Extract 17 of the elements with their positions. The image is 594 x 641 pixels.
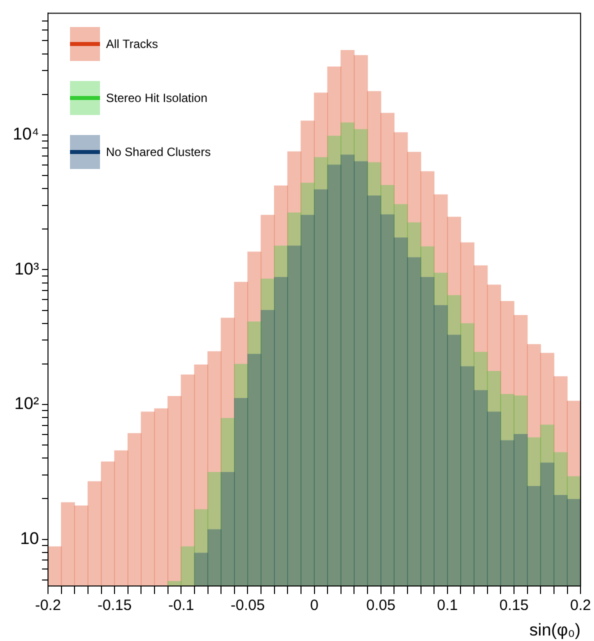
x-tick-label: -0.05	[230, 597, 265, 614]
x-tick-label: -0.15	[97, 597, 132, 614]
y-tick-label: 10	[20, 528, 39, 548]
x-tick-label: -0.2	[35, 597, 61, 614]
x-tick-label: 0.2	[570, 597, 592, 614]
legend-label: All Tracks	[106, 37, 158, 51]
x-tick-label: 0.05	[366, 597, 396, 614]
y-tick-label: 10³	[14, 259, 40, 278]
legend-label: Stereo Hit Isolation	[106, 91, 208, 105]
x-tick-label: 0	[310, 597, 318, 614]
x-tick-label: 0.1	[437, 597, 458, 614]
x-tick-label: 0.15	[499, 597, 529, 614]
legend-label: No Shared Clusters	[106, 145, 211, 159]
y-tick-label: 10⁴	[12, 124, 39, 144]
x-tick-label: -0.1	[168, 597, 194, 614]
x-axis-title: sin(φ₀)	[529, 620, 581, 640]
y-tick-label: 10²	[14, 394, 40, 414]
